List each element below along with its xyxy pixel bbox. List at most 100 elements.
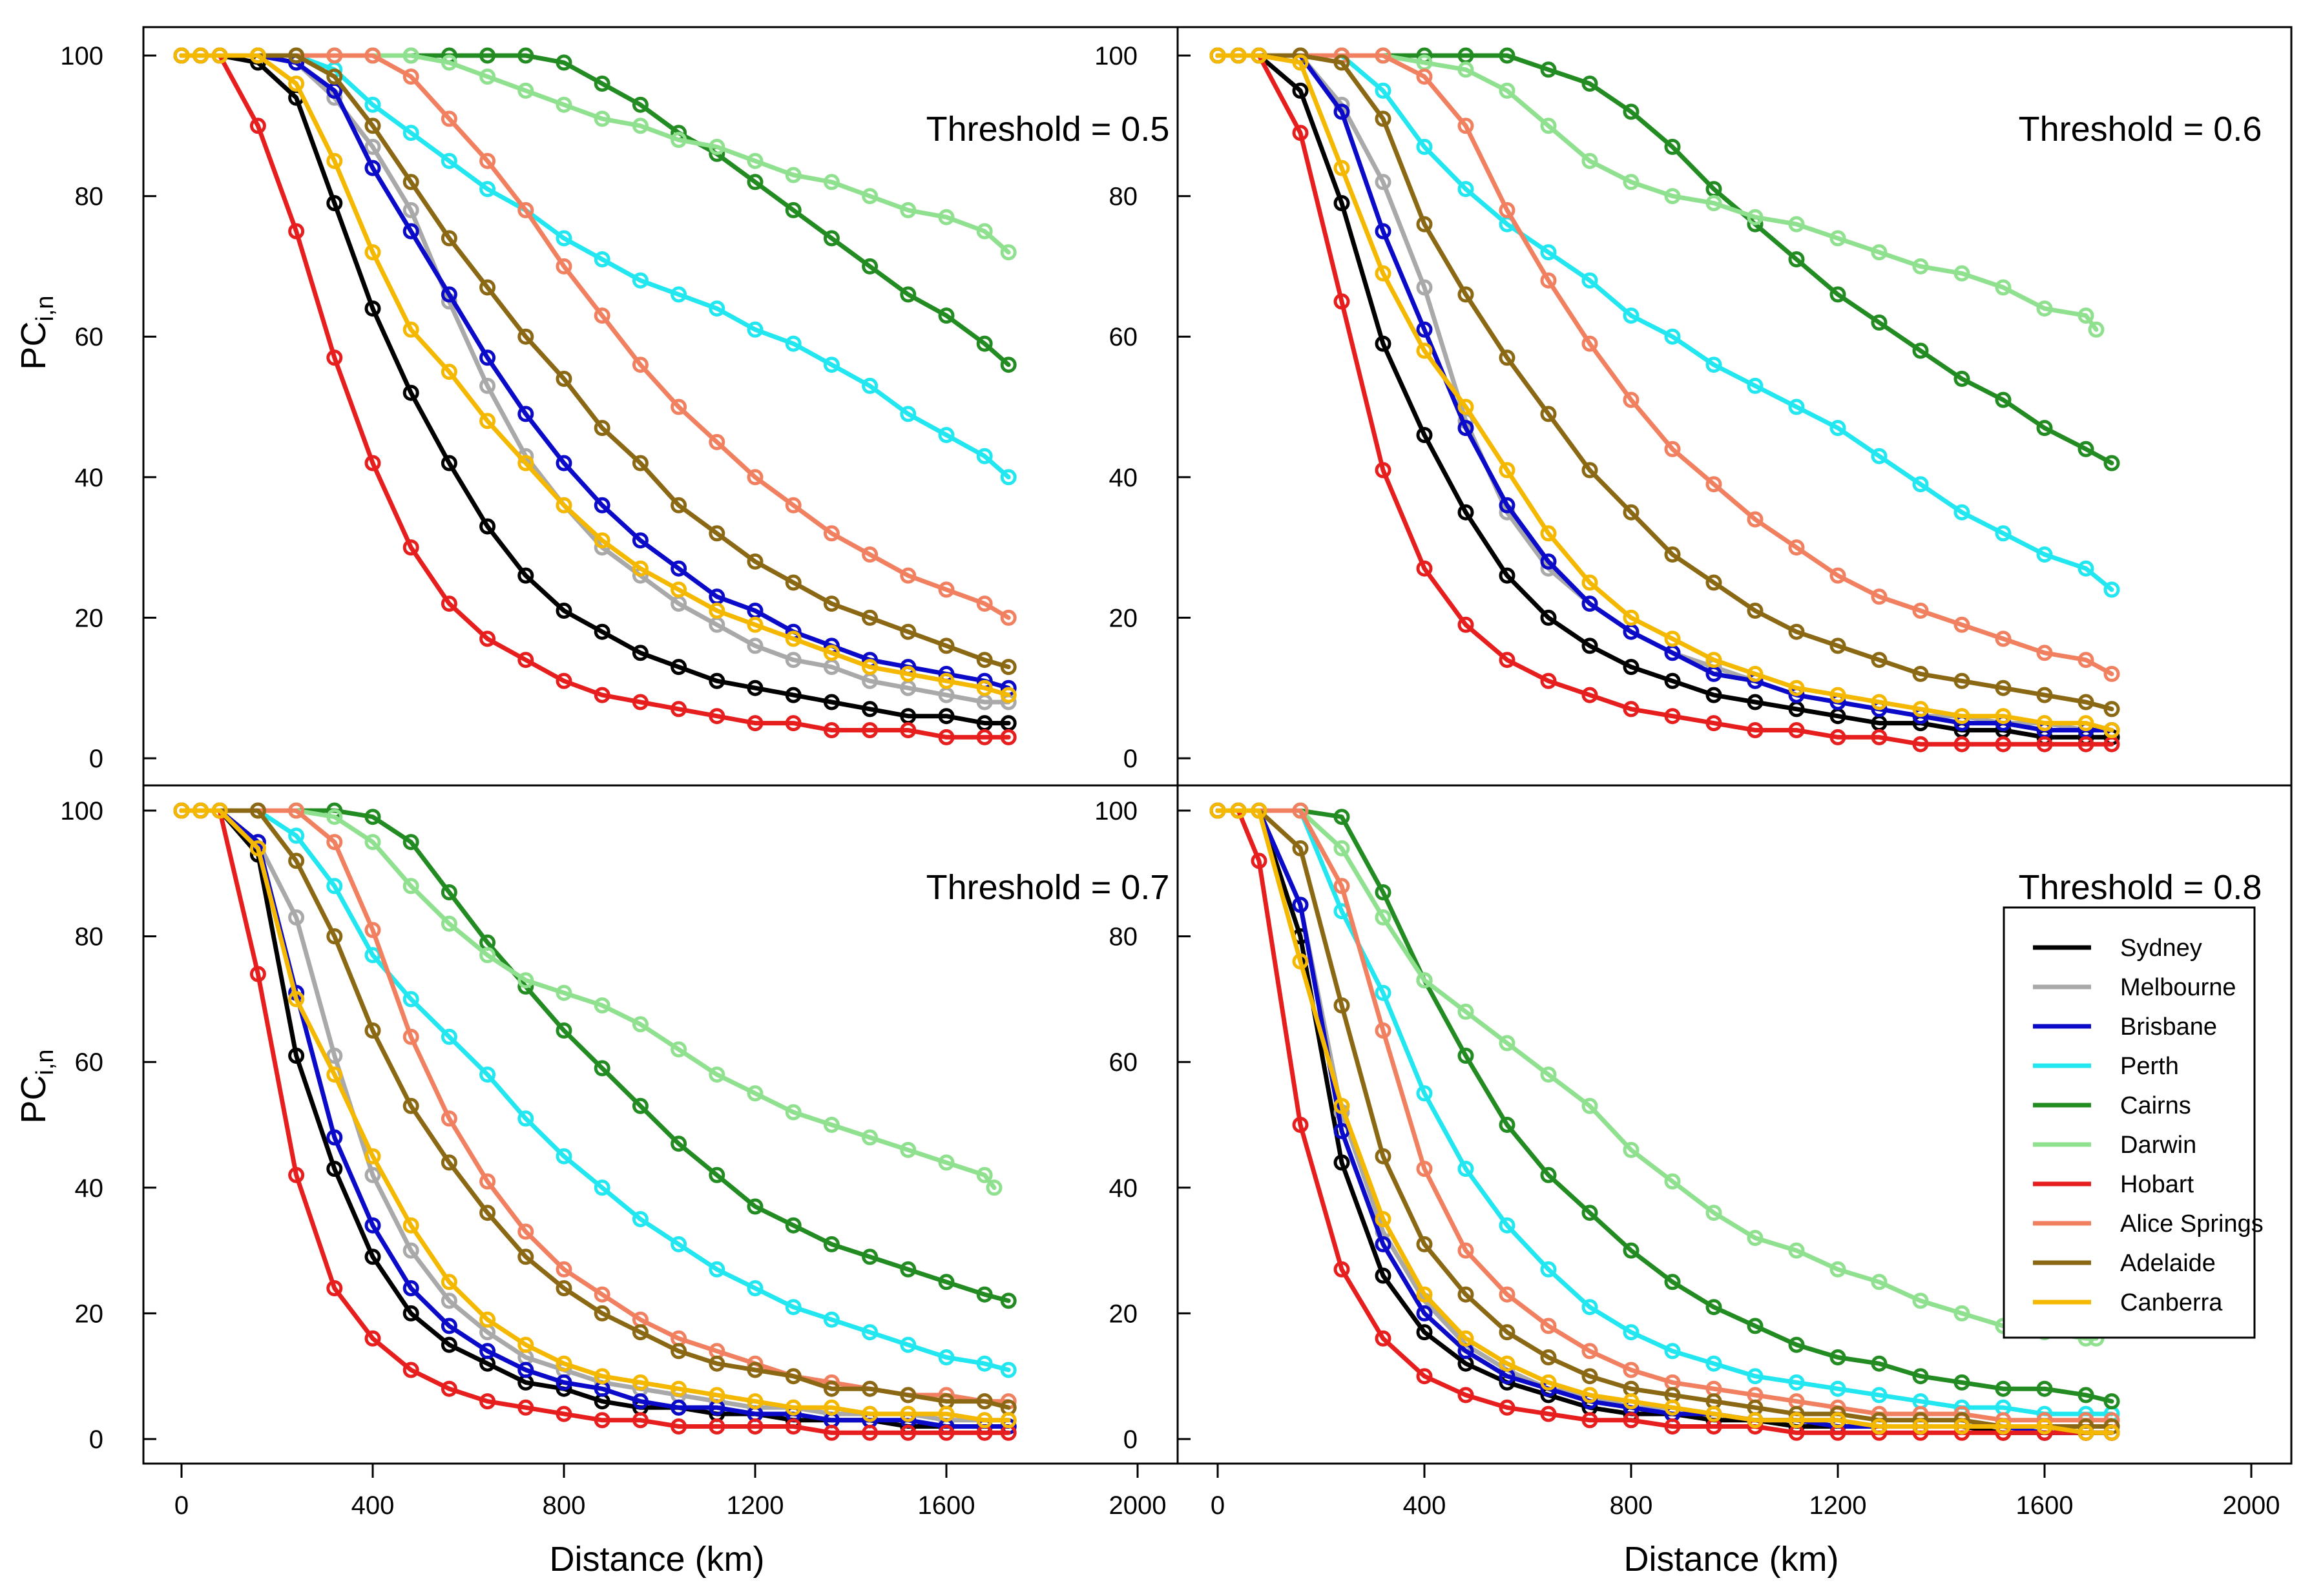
data-point-darwin (976, 223, 993, 240)
data-point-canberra (1747, 665, 1764, 682)
data-point-canberra (785, 1399, 802, 1416)
series-adelaide (1209, 47, 2120, 718)
data-point-adelaide (1333, 997, 1350, 1014)
data-point-sydney (709, 672, 725, 689)
data-point-sydney (402, 384, 419, 401)
data-point-hobart (326, 349, 343, 366)
ylabel-top: PCi,n (14, 295, 59, 369)
data-point-canberra (1000, 687, 1017, 703)
data-point-perth (671, 1236, 687, 1252)
data-point-adelaide (441, 1154, 457, 1171)
data-point-cairns (1829, 1349, 1846, 1365)
data-point-alice-springs (1912, 603, 1929, 619)
x-tick-label: 1600 (2016, 1491, 2074, 1520)
data-point-adelaide (747, 553, 764, 570)
data-point-hobart (288, 1166, 305, 1183)
data-point-perth (1871, 1387, 1888, 1404)
data-point-perth (1499, 1217, 1515, 1234)
data-point-darwin (402, 878, 419, 895)
data-point-darwin (1499, 82, 1515, 99)
data-point-canberra (402, 1217, 419, 1234)
legend-box (2003, 906, 2256, 1339)
data-point-cairns (1664, 138, 1681, 155)
data-point-cairns (594, 76, 610, 92)
data-point-cairns (441, 884, 457, 900)
data-point-darwin (1581, 152, 1598, 169)
data-point-alice-springs (1623, 1362, 1640, 1378)
panel-frame (1176, 784, 2293, 1465)
data-point-adelaide (1788, 623, 1805, 640)
data-point-darwin (1953, 1305, 1970, 1321)
data-point-brisbane (1457, 420, 1474, 437)
data-point-canberra (211, 802, 228, 819)
legend-label: Perth (2120, 1053, 2179, 1080)
data-point-canberra (823, 1399, 840, 1416)
data-point-canberra (632, 1374, 649, 1391)
data-point-perth (1623, 1324, 1640, 1341)
data-point-hobart (900, 1424, 917, 1441)
data-point-sydney (1416, 427, 1433, 443)
data-point-darwin (556, 96, 572, 113)
data-point-adelaide (823, 596, 840, 612)
data-point-sydney (1375, 1267, 1391, 1284)
data-point-cairns (1623, 1242, 1640, 1259)
data-point-hobart (632, 1412, 649, 1429)
data-point-canberra (785, 630, 802, 647)
data-point-cairns (1375, 884, 1391, 900)
ylabel-bottom: PCi,n (14, 1049, 59, 1123)
data-point-alice-springs (1953, 616, 1970, 633)
data-point-hobart (402, 1362, 419, 1378)
data-point-adelaide (1623, 504, 1640, 521)
data-point-brisbane (1292, 896, 1309, 913)
data-point-cairns (1499, 1117, 1515, 1133)
data-point-brisbane (1333, 1123, 1350, 1139)
data-point-perth (594, 1179, 610, 1196)
data-point-canberra (1457, 1330, 1474, 1347)
data-point-canberra (1540, 1374, 1557, 1391)
data-point-canberra (709, 1387, 725, 1404)
x-tick-label: 400 (351, 1491, 395, 1520)
data-point-sydney (785, 687, 802, 703)
data-point-sydney (402, 1305, 419, 1321)
data-point-brisbane (1499, 497, 1515, 513)
data-point-adelaide (1375, 1148, 1391, 1165)
data-point-darwin (1912, 1292, 1929, 1309)
legend-label: Hobart (2120, 1171, 2194, 1198)
data-point-brisbane (402, 1280, 419, 1296)
data-point-canberra (594, 532, 610, 549)
data-point-cairns (1788, 251, 1805, 267)
legend-item-adelaide: Adelaide (2033, 1250, 2216, 1277)
data-point-alice-springs (326, 834, 343, 851)
data-point-darwin (1540, 1066, 1557, 1083)
data-point-sydney (1333, 195, 1350, 211)
data-point-darwin (441, 915, 457, 932)
data-point-adelaide (517, 328, 534, 345)
data-point-adelaide (364, 118, 381, 134)
data-point-sydney (1292, 82, 1309, 99)
data-point-darwin (402, 47, 419, 64)
y-tick-label: 0 (89, 1425, 103, 1454)
y-tick-label: 20 (1109, 1300, 1138, 1328)
data-point-canberra (862, 659, 879, 676)
data-point-alice-springs (364, 47, 381, 64)
data-point-brisbane (517, 406, 534, 422)
panel-threshold-0-7: 0 20 40 60 80 100 Threshold = 0.7 (60, 784, 1179, 1465)
y-tick-label: 100 (60, 797, 103, 825)
data-point-alice-springs (2078, 652, 2094, 668)
data-point-adelaide (747, 1362, 764, 1378)
data-point-hobart (1499, 652, 1515, 668)
data-point-adelaide (479, 1205, 496, 1221)
data-point-adelaide (709, 1355, 725, 1372)
series-canberra (173, 47, 1017, 703)
y-tick-label: 80 (1109, 923, 1138, 951)
data-point-cairns (862, 1249, 879, 1265)
data-point-darwin (441, 54, 457, 71)
data-point-cairns (938, 1274, 955, 1290)
data-point-perth (1416, 138, 1433, 155)
data-point-canberra (671, 581, 687, 598)
data-point-sydney (862, 701, 879, 718)
data-point-alice-springs (326, 47, 343, 64)
data-point-darwin (1829, 230, 1846, 247)
data-point-brisbane (479, 349, 496, 366)
data-point-sydney (364, 1249, 381, 1265)
